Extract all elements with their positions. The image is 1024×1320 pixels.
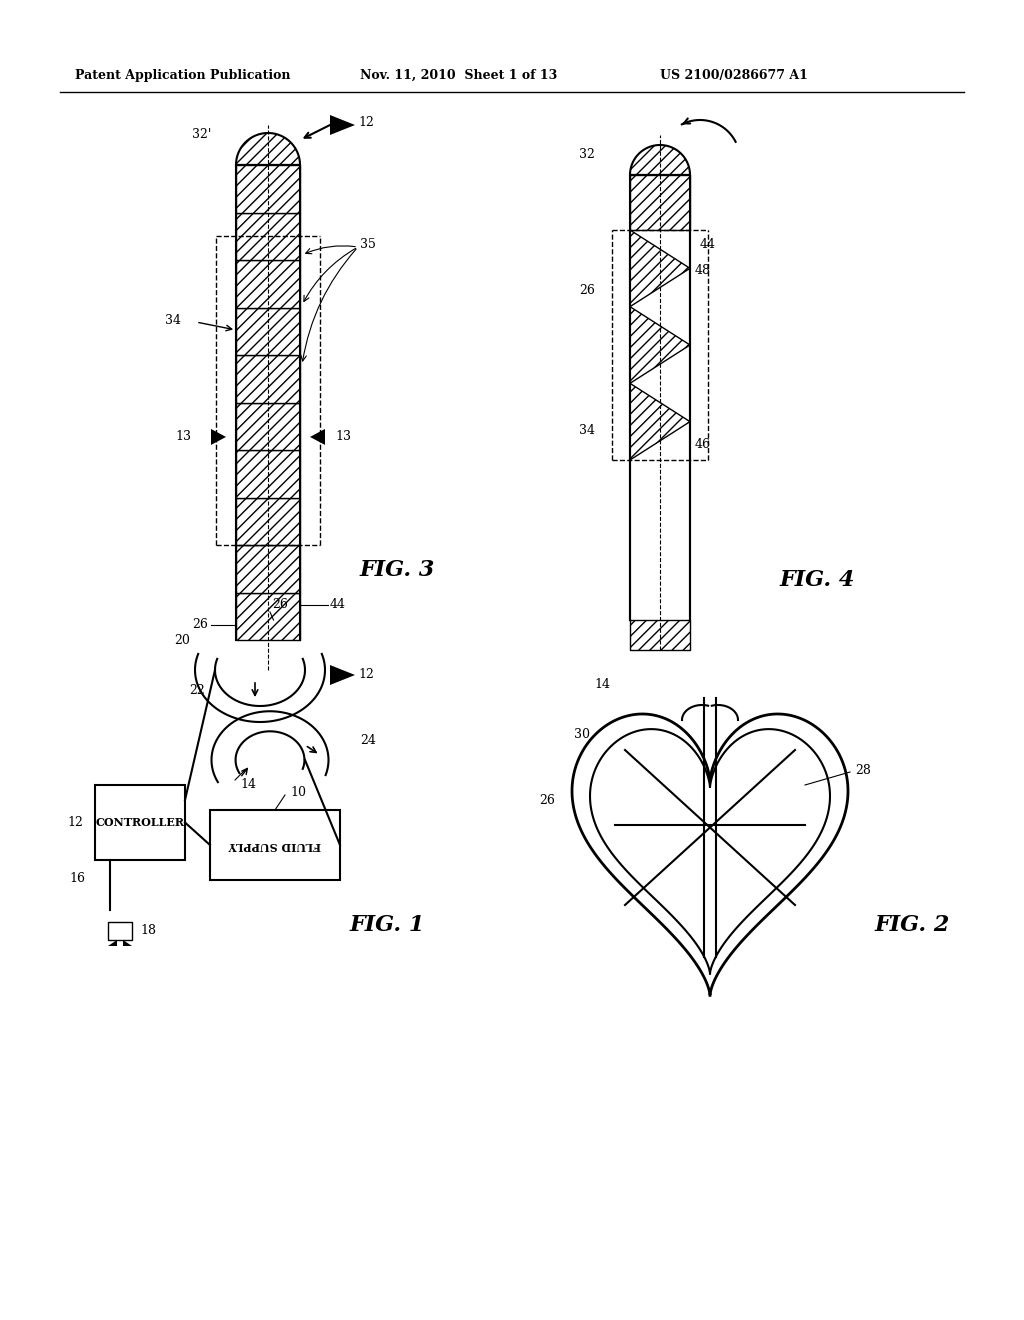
Text: 35: 35 xyxy=(360,239,376,252)
Text: 26: 26 xyxy=(193,619,208,631)
Polygon shape xyxy=(590,729,830,974)
Text: 18: 18 xyxy=(140,924,156,936)
Bar xyxy=(236,545,300,593)
Polygon shape xyxy=(630,230,690,306)
Bar xyxy=(236,308,300,355)
Bar xyxy=(236,213,300,260)
Text: 14: 14 xyxy=(594,678,610,692)
Text: 44: 44 xyxy=(700,239,716,252)
Text: 26: 26 xyxy=(539,793,555,807)
Polygon shape xyxy=(330,115,355,135)
Text: FIG. 2: FIG. 2 xyxy=(874,913,950,936)
Bar xyxy=(95,785,185,861)
Text: 34: 34 xyxy=(579,424,595,437)
Text: FLUID SUPPLY: FLUID SUPPLY xyxy=(228,840,322,850)
Polygon shape xyxy=(236,133,300,165)
Bar xyxy=(236,260,300,308)
Polygon shape xyxy=(211,429,226,445)
Bar xyxy=(236,498,300,545)
Text: 22: 22 xyxy=(189,684,205,697)
Text: 13: 13 xyxy=(175,430,191,444)
Text: 10: 10 xyxy=(290,785,306,799)
Bar xyxy=(236,403,300,450)
Text: 46: 46 xyxy=(695,438,711,451)
Polygon shape xyxy=(630,383,690,459)
Text: 32: 32 xyxy=(580,149,595,161)
Text: 44: 44 xyxy=(330,598,346,611)
Text: 12: 12 xyxy=(68,816,83,829)
Text: 20: 20 xyxy=(174,634,190,647)
Bar xyxy=(108,921,132,940)
Bar xyxy=(236,450,300,498)
Text: 28: 28 xyxy=(855,763,870,776)
Polygon shape xyxy=(310,429,325,445)
Text: 12: 12 xyxy=(358,668,374,681)
Polygon shape xyxy=(330,665,355,685)
Text: Nov. 11, 2010  Sheet 1 of 13: Nov. 11, 2010 Sheet 1 of 13 xyxy=(360,69,557,82)
Polygon shape xyxy=(630,306,690,383)
Text: FIG. 1: FIG. 1 xyxy=(350,913,425,936)
Text: FIG. 3: FIG. 3 xyxy=(360,558,435,581)
Bar xyxy=(236,355,300,403)
Text: 30: 30 xyxy=(574,729,590,742)
Text: 26: 26 xyxy=(580,284,595,297)
Text: 12: 12 xyxy=(358,116,374,129)
Text: 48: 48 xyxy=(695,264,711,276)
Bar xyxy=(630,176,690,230)
Text: 24: 24 xyxy=(360,734,376,747)
Text: 32': 32' xyxy=(191,128,211,141)
Bar xyxy=(236,593,300,640)
Text: CONTROLLER: CONTROLLER xyxy=(95,817,184,828)
Polygon shape xyxy=(572,714,848,995)
Polygon shape xyxy=(108,940,117,946)
Text: FIG. 4: FIG. 4 xyxy=(780,569,855,591)
Text: 16: 16 xyxy=(69,871,85,884)
Text: US 2100/0286677 A1: US 2100/0286677 A1 xyxy=(660,69,808,82)
Text: 34: 34 xyxy=(165,314,181,326)
Text: Patent Application Publication: Patent Application Publication xyxy=(75,69,291,82)
Polygon shape xyxy=(630,145,690,176)
Polygon shape xyxy=(123,940,132,946)
Bar xyxy=(210,810,340,880)
Bar xyxy=(236,165,300,213)
Text: 13: 13 xyxy=(335,430,351,444)
Text: 14: 14 xyxy=(240,779,256,792)
Text: 26: 26 xyxy=(272,598,288,611)
Bar xyxy=(630,620,690,649)
